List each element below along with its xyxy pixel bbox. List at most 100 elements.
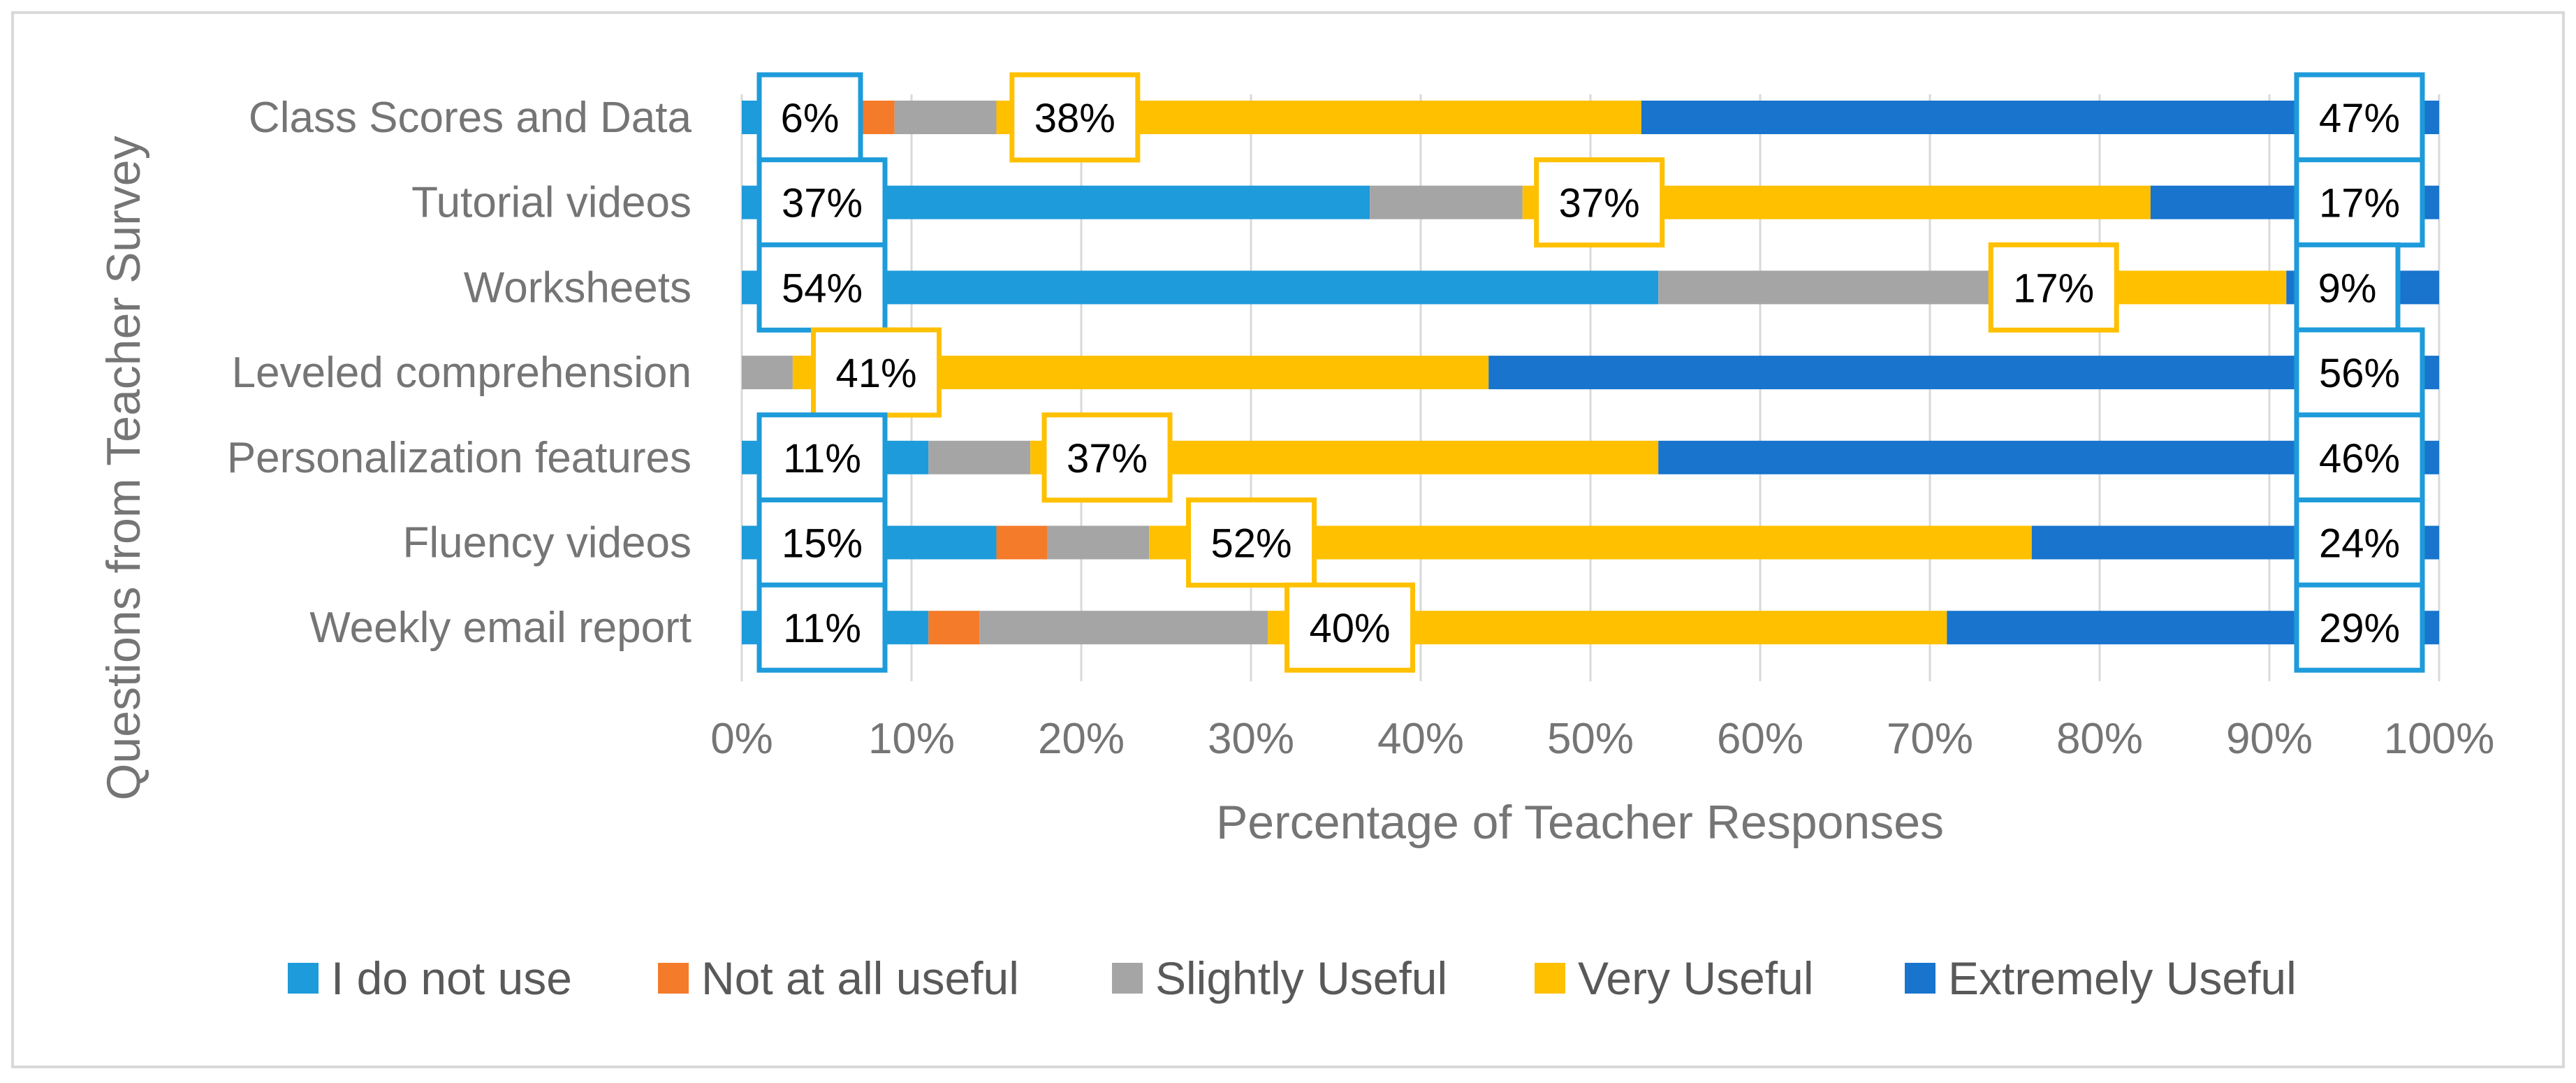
data-label-text: 24% bbox=[2319, 521, 2400, 567]
data-label-box bbox=[756, 497, 888, 588]
data-label-text: 54% bbox=[782, 266, 863, 311]
category-label: Fluency videos bbox=[402, 519, 691, 567]
data-label: 29% bbox=[2294, 582, 2425, 673]
data-label-box bbox=[1186, 497, 1317, 588]
y-axis-title: Questions from Teacher Survey bbox=[97, 136, 150, 800]
data-label-text: 38% bbox=[1034, 96, 1115, 141]
x-tick-labels: 0% 10% 20% 30% 40% 50% 60% 70% 80% 90% 100% bbox=[710, 715, 2494, 763]
data-label: 38% bbox=[1009, 72, 1141, 163]
bar-segment bbox=[928, 440, 1031, 474]
category-label: Personalization features bbox=[227, 434, 691, 482]
x-tick-label: 0% bbox=[710, 715, 773, 763]
legend-label: Very Useful bbox=[1578, 952, 1813, 1004]
data-label-text: 46% bbox=[2319, 436, 2400, 481]
data-label: 37% bbox=[756, 157, 888, 248]
data-label: 11% bbox=[756, 582, 888, 673]
data-label-box bbox=[1285, 582, 1415, 673]
category-labels: Class Scores and Data Tutorial videos Work… bbox=[227, 94, 692, 652]
x-tick-label: 30% bbox=[1208, 715, 1294, 763]
bar-segment bbox=[1370, 185, 1523, 219]
legend-label: Not at all useful bbox=[701, 952, 1019, 1004]
data-label-box bbox=[2294, 157, 2425, 248]
data-label: 52% bbox=[1186, 497, 1317, 588]
x-tick-label: 20% bbox=[1038, 715, 1125, 763]
data-label: 17% bbox=[2294, 157, 2425, 248]
x-axis-title: Percentage of Teacher Responses bbox=[1216, 796, 1944, 849]
data-label: 17% bbox=[1988, 242, 2119, 333]
legend-label: I do not use bbox=[331, 952, 572, 1004]
legend-swatch bbox=[1535, 963, 1565, 994]
data-label-box bbox=[811, 327, 942, 418]
data-label-box bbox=[1988, 242, 2119, 333]
data-label: 15% bbox=[756, 497, 888, 588]
data-label-box bbox=[1041, 412, 1173, 503]
data-label-text: 29% bbox=[2319, 606, 2400, 651]
data-label-text: 37% bbox=[1559, 181, 1640, 226]
data-labels: 6% 38% 47% 37% 37% 17% 54% 17% 9% 41% 56% 11% 37% 46%… bbox=[756, 72, 2425, 673]
x-tick-label: 90% bbox=[2226, 715, 2313, 763]
x-tick-label: 70% bbox=[1887, 715, 1973, 763]
legend-swatch bbox=[1905, 963, 1935, 994]
data-label-box bbox=[756, 242, 888, 333]
data-label-text: 6% bbox=[781, 96, 840, 141]
data-label-text: 11% bbox=[783, 436, 861, 481]
category-label: Worksheets bbox=[464, 263, 691, 312]
data-label: 6% bbox=[756, 72, 863, 163]
data-label-box bbox=[2294, 412, 2425, 503]
data-label-text: 37% bbox=[782, 181, 863, 226]
bar-segment bbox=[1047, 525, 1150, 560]
legend-item: Not at all useful bbox=[658, 952, 1019, 1004]
data-label-box bbox=[2294, 72, 2425, 163]
bar-segment bbox=[742, 356, 793, 390]
x-tick-label: 100% bbox=[2384, 715, 2495, 763]
data-label-box bbox=[2294, 242, 2401, 333]
bar-segment bbox=[928, 611, 980, 645]
data-label-text: 11% bbox=[783, 606, 861, 651]
data-label-text: 17% bbox=[2013, 266, 2094, 311]
data-label: 40% bbox=[1285, 582, 1415, 673]
bar-segment bbox=[996, 525, 1048, 560]
bar-segment bbox=[894, 101, 997, 134]
data-label-text: 41% bbox=[835, 351, 916, 396]
legend-swatch bbox=[288, 963, 319, 994]
data-label: 37% bbox=[1534, 157, 1665, 248]
data-label: 54% bbox=[756, 242, 888, 333]
x-tick-label: 50% bbox=[1547, 715, 1634, 763]
data-label-text: 37% bbox=[1067, 436, 1148, 481]
data-label-box bbox=[756, 72, 863, 163]
category-label: Leveled comprehension bbox=[232, 349, 691, 397]
data-label-text: 40% bbox=[1309, 606, 1390, 651]
data-label: 47% bbox=[2294, 72, 2425, 163]
legend-label: Extremely Useful bbox=[1948, 952, 2297, 1004]
data-label-box bbox=[1009, 72, 1141, 163]
bar-segment bbox=[1658, 270, 1998, 305]
x-tick-label: 10% bbox=[868, 715, 955, 763]
data-label: 24% bbox=[2294, 497, 2425, 588]
legend-swatch bbox=[1112, 963, 1143, 994]
x-tick-label: 80% bbox=[2056, 715, 2143, 763]
legend-item: Extremely Useful bbox=[1905, 952, 2297, 1004]
data-label-box bbox=[1534, 157, 1665, 248]
data-label: 41% bbox=[811, 327, 942, 418]
legend-label: Slightly Useful bbox=[1155, 952, 1447, 1004]
legend-swatch bbox=[658, 963, 689, 994]
bar-segment bbox=[742, 270, 1659, 305]
data-label-text: 15% bbox=[782, 521, 863, 567]
data-label-text: 47% bbox=[2319, 96, 2400, 141]
category-label: Weekly email report bbox=[309, 604, 691, 652]
data-label-text: 52% bbox=[1211, 521, 1292, 567]
data-label: 37% bbox=[1041, 412, 1173, 503]
data-label-box bbox=[756, 412, 888, 503]
category-label: Tutorial videos bbox=[411, 179, 691, 227]
data-label: 46% bbox=[2294, 412, 2425, 503]
legend-item: Slightly Useful bbox=[1112, 952, 1447, 1004]
data-label-text: 17% bbox=[2319, 181, 2400, 226]
legend-item: Very Useful bbox=[1535, 952, 1813, 1004]
data-label-text: 9% bbox=[2318, 266, 2377, 311]
data-label: 11% bbox=[756, 412, 888, 503]
data-label: 9% bbox=[2294, 242, 2401, 333]
legend: I do not use Not at all useful Slightly Us… bbox=[288, 952, 2297, 1004]
data-label-box bbox=[756, 582, 888, 673]
